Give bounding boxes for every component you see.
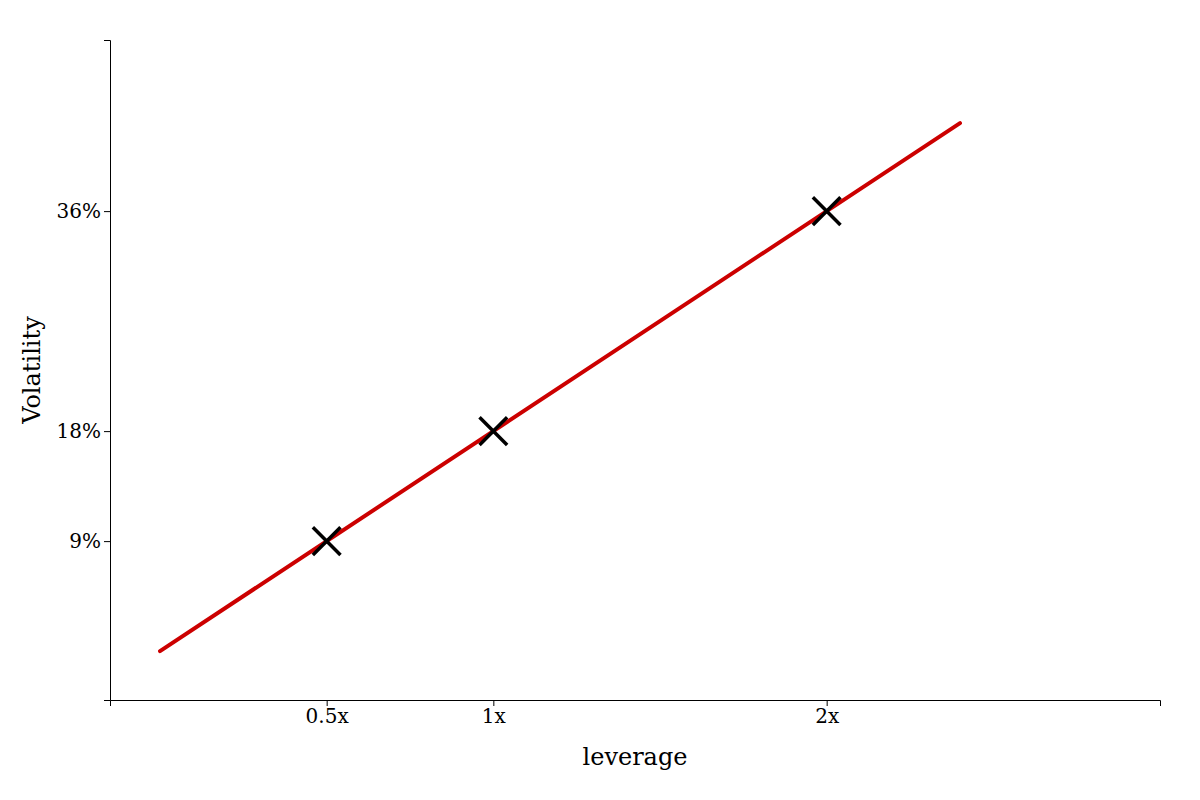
tick-label: 9% (69, 529, 101, 553)
line (160, 123, 960, 651)
point (480, 417, 508, 445)
tick-label: 36% (57, 199, 101, 223)
x-axis: 0.5x 1x 2x (111, 700, 1161, 728)
tick-label: 18% (57, 419, 101, 443)
tick-mark (104, 431, 110, 432)
y-axis: 9% 18% 36% (57, 41, 111, 701)
tick: 9% (69, 529, 110, 553)
tick-label: 1x (482, 704, 507, 728)
point (313, 527, 341, 555)
axis-line (104, 41, 111, 701)
tick: 0.5x (306, 700, 350, 728)
tick: 36% (57, 199, 110, 223)
tick: 1x (482, 700, 507, 728)
chart: 0.5x 1x 2x 9% 18% 36% leverage Volatility (0, 0, 1200, 800)
y-axis-title: Volatility (18, 316, 46, 425)
x-axis-title: leverage (583, 743, 688, 771)
tick: 18% (57, 419, 110, 443)
tick-label: 0.5x (306, 704, 350, 728)
point (813, 197, 841, 225)
tick: 2x (815, 700, 840, 728)
plot: 0.5x 1x 2x 9% 18% 36% leverage Volatility (18, 41, 1161, 772)
tick-mark (104, 541, 110, 542)
marks (160, 123, 960, 651)
axis-line (111, 701, 1161, 707)
tick-label: 2x (815, 704, 840, 728)
tick-mark (104, 211, 110, 212)
